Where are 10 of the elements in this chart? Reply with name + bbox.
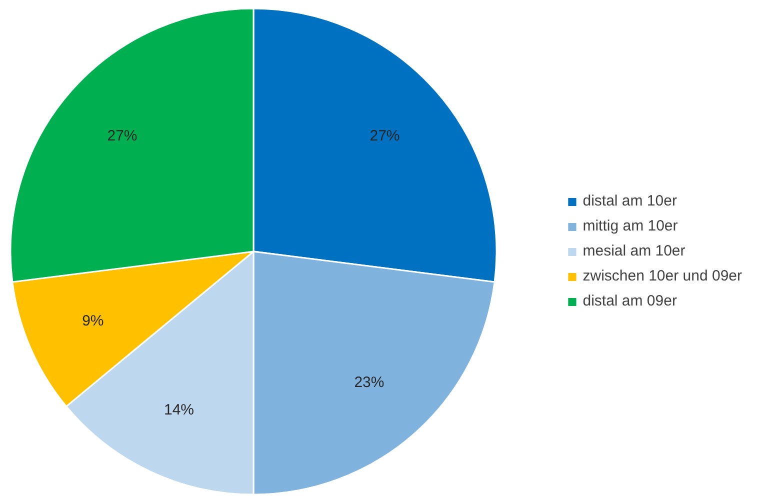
legend-label: mittig am 10er xyxy=(582,218,678,234)
data-label: 27% xyxy=(370,127,400,144)
legend-label: mesial am 10er xyxy=(582,242,686,260)
data-label: 27% xyxy=(107,127,138,144)
legend-label: distal am 10er xyxy=(582,192,677,210)
data-label: 23% xyxy=(354,374,384,392)
legend-label: zwischen 10er und 09er xyxy=(582,268,742,284)
data-label: 9% xyxy=(82,312,104,330)
data-label: 14% xyxy=(164,401,194,418)
legend-label: distal am 09er xyxy=(582,292,677,310)
